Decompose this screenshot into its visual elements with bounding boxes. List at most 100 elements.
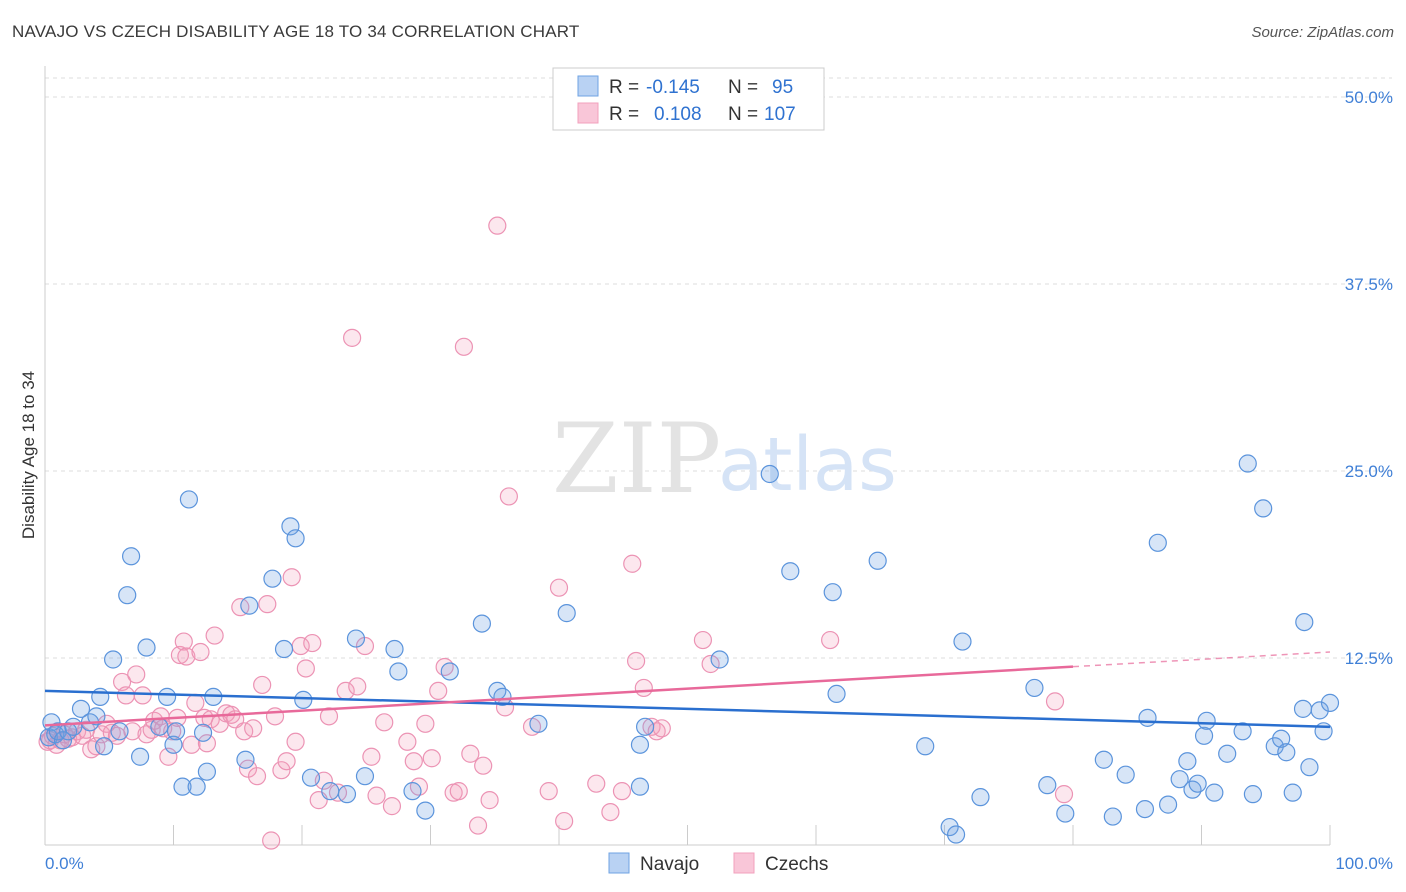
czechs-point-81 [454, 337, 474, 356]
navajo-point-73 [1158, 795, 1178, 814]
navajo-point-95 [1320, 693, 1340, 712]
navajo-point-76 [1183, 780, 1202, 799]
navajo-point-1 [42, 713, 61, 732]
navajo-point-83 [1238, 454, 1257, 473]
navajo-point-30 [263, 569, 282, 588]
czechs-point-55 [282, 568, 301, 587]
navajo-point-45 [472, 614, 491, 633]
navajo-point-19 [157, 687, 177, 706]
czechs-point-69 [367, 786, 386, 805]
navajo-point-25 [193, 723, 213, 742]
navajo-point-11 [95, 737, 114, 756]
grid-lines [45, 77, 1392, 659]
navajo-point-85 [1254, 499, 1273, 518]
navajo-point-47 [493, 687, 512, 706]
navajo-trend-line [44, 689, 1331, 729]
navajo-point-78 [1194, 726, 1214, 745]
navajo-point-43 [416, 801, 435, 820]
czechs-point-103 [701, 654, 720, 674]
czechs-point-102 [693, 630, 713, 650]
czechs-r-label: R = [609, 104, 639, 125]
navajo-point-20 [164, 735, 183, 754]
navajo-point-70 [1135, 799, 1155, 819]
trend-lines [44, 651, 1331, 729]
czechs-point-32 [177, 647, 196, 666]
stats-legend: R = -0.145 N = 95 R = 0.108 N = 107 [552, 67, 825, 131]
navajo-point-64 [1025, 678, 1044, 698]
czechs-n-value: 107 [764, 104, 796, 125]
navajo-point-40 [385, 639, 404, 659]
navajo-point-55 [781, 562, 800, 581]
navajo-point-49 [557, 604, 576, 623]
navajo-point-31 [274, 639, 294, 659]
chart-title: NAVAJO VS CZECH DISABILITY AGE 18 TO 34 … [12, 22, 580, 41]
y-tick-label-1: 25.0% [1345, 462, 1393, 481]
czechs-point-65 [343, 328, 362, 347]
navajo-point-7 [71, 699, 91, 718]
navajo-point-6 [64, 717, 83, 736]
navajo-point-36 [321, 782, 340, 801]
czechs-point-31 [174, 632, 193, 651]
czechs-point-97 [626, 651, 646, 671]
navajo-point-9 [87, 707, 106, 726]
czechs-point-68 [362, 747, 381, 766]
navajo-point-48 [529, 714, 548, 733]
navajo-point-14 [118, 586, 137, 605]
navajo-point-50 [630, 735, 650, 754]
legend-navajo-label: Navajo [640, 854, 699, 875]
y-tick-label-2: 37.5% [1345, 275, 1393, 294]
czechs-point-20 [127, 665, 146, 684]
navajo-point-57 [827, 684, 846, 704]
y-tick-labels: 12.5% 25.0% 37.5% 50.0% [1345, 88, 1393, 668]
navajo-point-21 [166, 722, 186, 741]
navajo-point-65 [1038, 776, 1057, 795]
czechs-point-18 [116, 686, 136, 705]
czechs-point-94 [601, 802, 620, 822]
navajo-point-63 [971, 788, 990, 807]
czechs-point-49 [253, 675, 272, 695]
y-tick-label-0: 12.5% [1345, 649, 1393, 668]
navajo-point-69 [1116, 765, 1135, 784]
watermark-zip: ZIP [552, 403, 721, 515]
navajo-point-15 [121, 547, 141, 566]
navajo-point-75 [1178, 752, 1197, 771]
czechs-point-96 [623, 554, 642, 573]
navajo-point-86 [1265, 737, 1284, 756]
czechs-point-101 [652, 719, 671, 738]
czechs-r-value: 0.108 [654, 104, 702, 125]
czechs-point-88 [499, 487, 518, 506]
navajo-point-24 [187, 777, 206, 796]
czechs-point-104 [821, 630, 840, 650]
czechs-point-85 [480, 791, 499, 810]
legend-czechs-label: Czechs [765, 854, 828, 875]
czechs-point-53 [272, 761, 291, 780]
x-tick-label-0: 0.0% [45, 854, 84, 873]
czechs-point-33 [182, 735, 201, 754]
czechs-point-80 [449, 782, 468, 801]
navajo-points [39, 454, 1340, 844]
czechs-point-15 [102, 723, 121, 742]
navajo-r-value: -0.145 [646, 77, 700, 98]
x-tick-labels: 0.0% 100.0% [45, 854, 1393, 873]
navajo-point-79 [1197, 711, 1216, 730]
czechs-point-105 [1045, 692, 1065, 711]
czechs-point-30 [170, 645, 190, 665]
y-tick-label-3: 50.0% [1345, 88, 1393, 107]
navajo-point-84 [1243, 785, 1263, 804]
czechs-point-100 [647, 722, 666, 741]
navajo-point-44 [440, 662, 459, 681]
czechs-point-39 [205, 626, 224, 645]
navajo-point-51 [635, 717, 655, 736]
czechs-point-19 [123, 722, 142, 741]
navajo-point-26 [197, 762, 217, 781]
navajo-point-67 [1094, 750, 1113, 769]
czechs-point-62 [319, 707, 339, 726]
navajo-point-13 [110, 722, 129, 741]
navajo-point-28 [236, 750, 255, 769]
navajo-point-93 [1310, 701, 1329, 720]
czechs-point-52 [265, 707, 285, 726]
navajo-point-71 [1138, 708, 1157, 727]
navajo-point-23 [179, 490, 199, 509]
czechs-point-17 [112, 672, 132, 692]
